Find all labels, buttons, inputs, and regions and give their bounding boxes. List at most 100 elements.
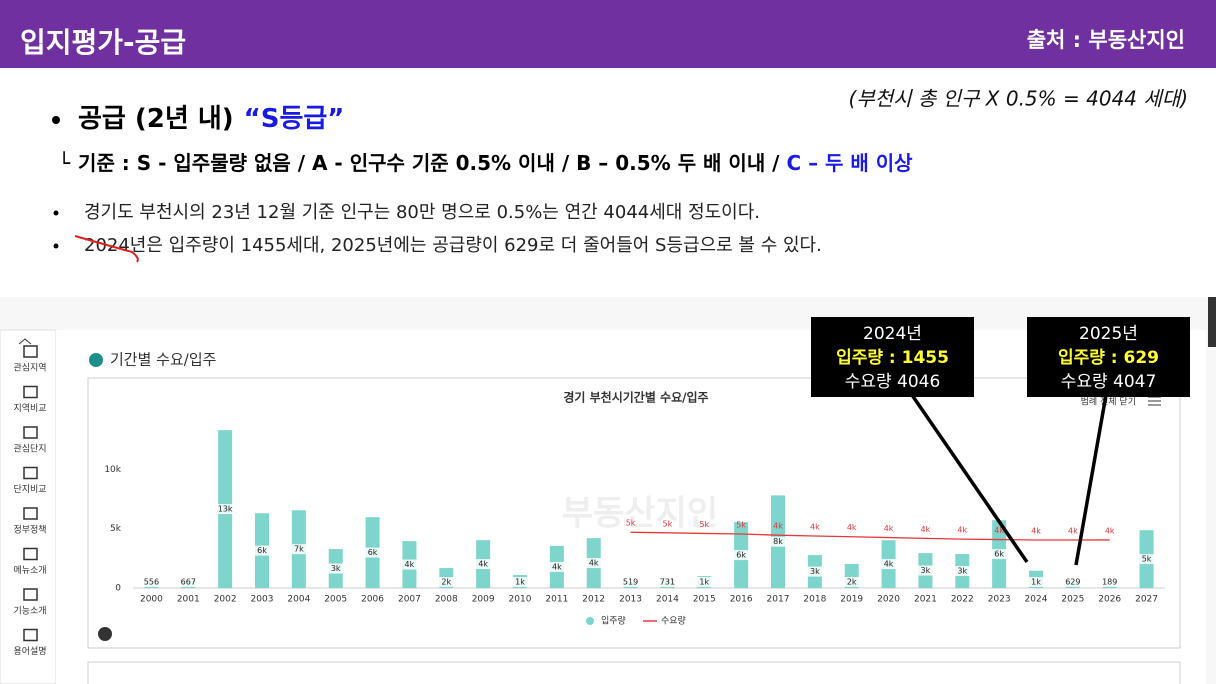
data-label: 4k [957,526,967,535]
data-label-bg [842,577,861,587]
x-tick-label: 2007 [398,595,421,605]
data-label: 556 [144,578,159,587]
x-tick-label: 2017 [767,595,790,605]
sidebar-icon [23,507,38,520]
sidebar-label: 관심단지 [13,444,46,455]
data-label-bg [953,566,972,577]
data-label: 2k [441,578,451,587]
data-label: 3k [331,564,341,573]
callout-supply: 입주량 : 629 [1058,348,1159,368]
data-label: 4k [478,560,488,569]
panel-title: 기간별 수요/입주 [110,351,216,369]
y-tick-label: 0 [115,584,121,594]
bullet-dot [53,210,59,216]
formula: (부천시 총 인구 X 0.5% = 4044 세대) [849,87,1188,111]
sidebar-label: 관심지역 [13,363,46,374]
x-tick-label: 2001 [177,595,200,605]
legend-button[interactable]: 범례 전체 닫기 [1081,396,1136,408]
x-tick-label: 2003 [251,595,274,605]
x-tick-label: 2026 [1098,595,1121,605]
sidebar [0,329,57,684]
data-label-bg [511,577,529,587]
x-tick-label: 2011 [545,595,568,605]
data-label-bg [547,561,566,572]
source: 출처 : 부동산지인 [1027,28,1185,52]
x-tick-label: 2018 [803,595,826,605]
logo-icon [98,627,112,641]
data-label-bg [326,563,345,574]
x-tick-label: 2021 [914,595,937,605]
data-label: 4k [1068,526,1078,535]
data-label-bg [990,549,1009,560]
data-label: 1k [1031,578,1041,587]
data-label-bg [658,577,677,587]
sidebar-label: 지역비교 [13,403,46,414]
callout-line [1074,394,1108,566]
x-tick-label: 2020 [877,595,900,605]
callout-demand: 수요량 4046 [845,372,941,392]
data-label: 6k [368,548,378,557]
data-label-bg [216,504,235,515]
heading: 공급 (2년 내) “S등급” [78,104,344,134]
data-label: 4k [884,560,894,569]
data-label: 4k [405,560,415,569]
data-label: 519 [623,578,638,587]
x-tick-label: 2010 [509,595,532,605]
legend-label: 입주량 [601,615,626,627]
data-label: 189 [1102,578,1117,587]
x-tick-label: 2005 [324,595,347,605]
data-label: 5k [626,519,636,528]
data-label-bg [1063,577,1082,587]
data-label-bg [289,544,308,555]
callout-line [910,394,1029,563]
x-tick-label: 2004 [287,595,310,605]
data-label: 4k [810,523,820,532]
x-tick-label: 2006 [361,595,384,605]
data-label-bg [1027,577,1045,587]
heading-text: 공급 (2년 내) [78,104,234,134]
data-label-bg [474,559,493,570]
sidebar-icon [23,466,38,480]
data-label: 4k [1105,526,1115,535]
x-tick-label: 2000 [140,595,163,605]
data-label-bg [179,577,198,587]
data-label: 8k [773,537,783,546]
data-label-bg [400,559,419,570]
handwritten-mark [74,235,139,263]
data-label: 13k [218,505,233,514]
sidebar-icon [23,547,38,561]
criteria-highlight: C – 두 배 이상 [786,151,913,175]
data-label: 5k [699,520,709,529]
data-label: 4k [1031,526,1041,535]
sidebar-label: 용어설명 [13,646,46,657]
x-tick-label: 2023 [988,595,1011,605]
data-label: 3k [810,567,820,576]
data-label: 4k [994,526,1004,535]
line [630,531,1110,541]
data-label: 4k [847,523,857,532]
data-label-bg [769,536,787,547]
x-tick-label: 2025 [1061,595,1084,605]
legend-swatch [586,617,594,625]
next-box [87,661,1181,684]
x-tick-label: 2022 [951,595,974,605]
x-tick-label: 2015 [693,595,716,605]
sidebar-label: 정부정책 [13,524,46,536]
x-tick-label: 2012 [582,595,605,605]
sidebar-arrow [18,338,32,345]
data-label-bg [1100,577,1119,587]
header-title: 입지평가-공급 [20,26,186,59]
x-tick-label: 2002 [214,595,237,605]
data-label: 4k [884,524,894,533]
data-label: 6k [994,550,1004,559]
data-label-bg [1137,554,1156,565]
sidebar-icon [23,426,38,439]
sidebar-label: 기능소개 [13,606,46,617]
data-label: 5k [663,519,673,528]
data-label: 3k [921,566,931,575]
data-label-bg [584,558,603,569]
x-tick-label: 2009 [472,595,495,605]
data-label: 4k [552,562,562,571]
callout-box [811,317,974,397]
